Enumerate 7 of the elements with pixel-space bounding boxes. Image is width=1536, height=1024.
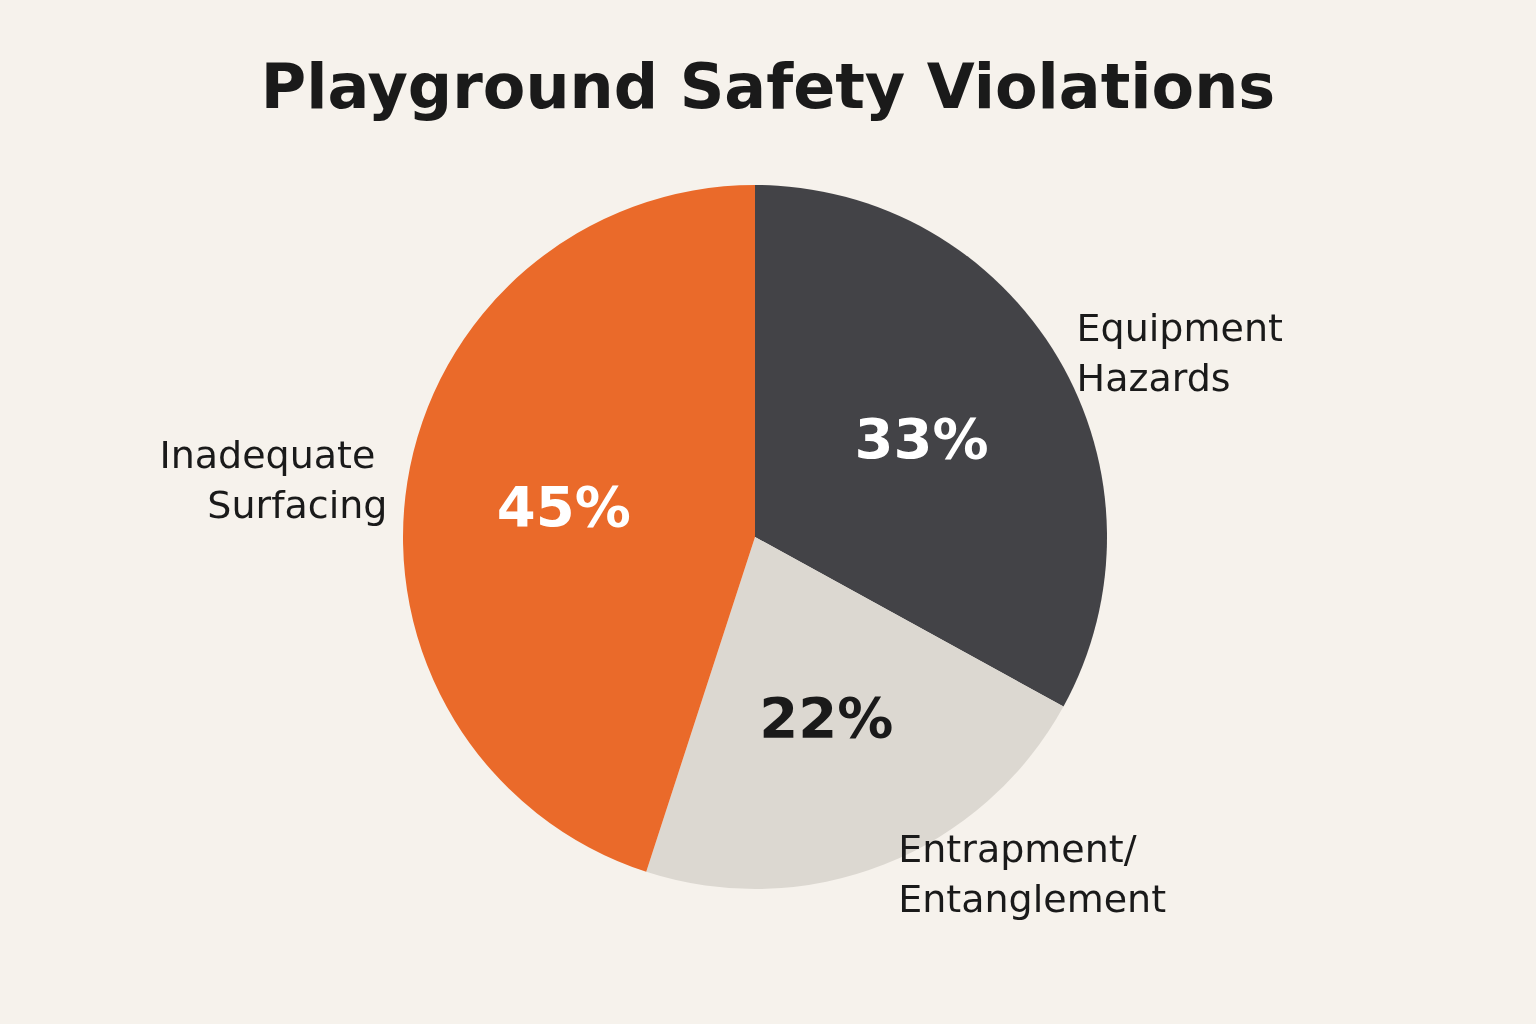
data-label: 22%	[759, 684, 894, 750]
slice-label: Inadequate Surfacing	[159, 433, 388, 528]
data-label: 33%	[854, 405, 989, 471]
slice-label: Entrapment/ Entanglement	[898, 826, 1167, 921]
data-label: 45%	[496, 474, 631, 540]
slice-label: Equipment Hazards	[1076, 305, 1295, 400]
chart-title: Playground Safety Violations	[260, 49, 1276, 123]
